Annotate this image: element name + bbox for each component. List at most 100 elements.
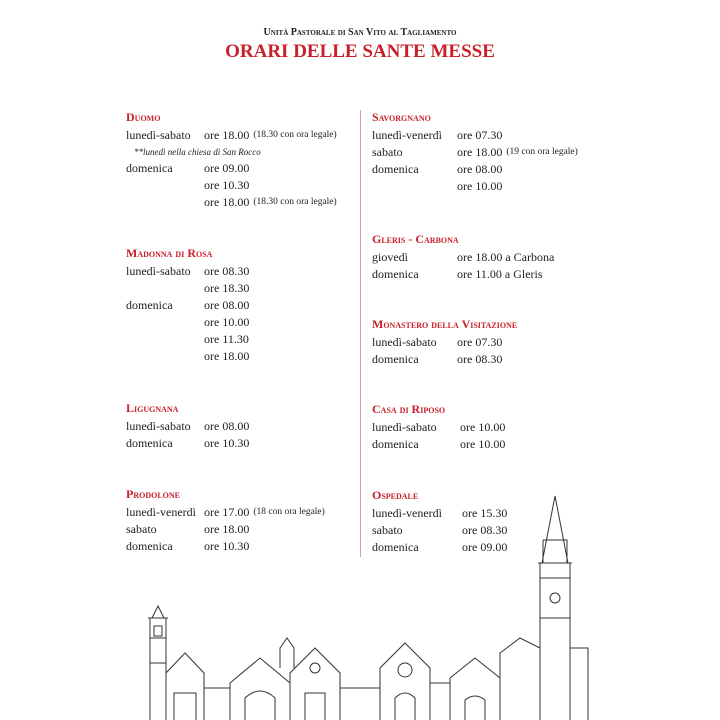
section-ligugnana: Ligugnana lunedì-sabato ore 08.00 domenica o…	[126, 401, 249, 452]
schedule-row: sabato ore 08.30	[372, 522, 507, 539]
day-label: sabato	[372, 145, 403, 159]
schedule-row: giovedì ore 18.00 a Carbona	[372, 249, 554, 266]
mass-time: ore 10.30	[204, 178, 250, 192]
section-title: Ospedale	[372, 488, 419, 502]
mass-time: ore 18.00 a Carbona	[457, 250, 555, 264]
day-label: lunedì-sabato	[126, 128, 191, 142]
day-label: domenica	[372, 352, 419, 366]
schedule-row: ore 18.00	[126, 348, 249, 365]
day-label: lunedì-sabato	[126, 419, 191, 433]
section-savorgnano: Savorgnano lunedì-venerdì ore 07.30 sabato o…	[372, 110, 578, 195]
section-title: Duomo	[126, 110, 161, 124]
schedule-row: lunedì-venerdì ore 15.30	[372, 505, 507, 522]
mass-time: ore 07.30	[457, 128, 503, 142]
time-note: (19 con ora legale)	[506, 147, 578, 157]
schedule-row: ore 18.00 (18.30 con ora legale)	[126, 194, 337, 211]
section-casa-di-riposo: Casa di Riposo lunedì-sabato ore 10.00 dome…	[372, 402, 505, 453]
day-label	[126, 194, 204, 211]
day-label: domenica	[126, 298, 173, 312]
mass-time: ore 07.30	[457, 335, 503, 349]
mass-time: ore 11.30	[204, 332, 249, 346]
mass-time: ore 10.30	[204, 436, 250, 450]
schedule-row: lunedì-venerdì ore 07.30	[372, 127, 578, 144]
parish-unit-subtitle: Unità Pastorale di San Vito al Tagliamen…	[263, 27, 457, 38]
day-label	[372, 178, 457, 195]
schedule-row: domenica ore 08.00	[126, 297, 249, 314]
schedule-row: ore 10.00	[372, 178, 578, 195]
schedule-row: ore 10.00	[126, 314, 249, 331]
time-note: (18.30 con ora legale)	[253, 197, 337, 207]
schedule-row: ore 10.30	[126, 177, 337, 194]
day-label: domenica	[126, 436, 173, 450]
section-duomo: Duomo lunedì-sabato ore 18.00 (18.30 con or…	[126, 110, 337, 211]
schedule-row: lunedì-sabato ore 10.00	[372, 419, 505, 436]
schedule-row: domenica ore 08.30	[372, 351, 517, 368]
mass-time: ore 11.00 a Gleris	[457, 267, 543, 281]
time-note: (18.30 con ora legale)	[253, 130, 337, 140]
day-label: lunedì-sabato	[372, 335, 437, 349]
day-label	[126, 280, 204, 297]
mass-time: ore 08.30	[457, 352, 503, 366]
mass-time: ore 17.00	[204, 505, 250, 519]
section-prodolone: Prodolone lunedì-venerdì ore 17.00 (18 con …	[126, 487, 325, 555]
section-title: Casa di Riposo	[372, 402, 446, 416]
page-title: ORARI DELLE SANTE MESSE	[225, 41, 495, 62]
day-label: sabato	[126, 522, 157, 536]
mass-time: ore 09.00	[204, 161, 250, 175]
day-label	[126, 331, 204, 348]
schedule-row: domenica ore 11.00 a Gleris	[372, 266, 554, 283]
day-label: lunedì-sabato	[372, 420, 437, 434]
mass-time: ore 18.30	[204, 281, 250, 295]
mass-time: ore 10.00	[460, 437, 506, 451]
schedule-row: sabato ore 18.00	[126, 521, 325, 538]
section-gleris-carbona: Gleris - Carbona giovedì ore 18.00 a Carbo…	[372, 232, 554, 283]
mass-time: ore 08.30	[462, 523, 508, 537]
day-label: domenica	[126, 539, 173, 553]
schedule-row: domenica ore 10.30	[126, 435, 249, 452]
day-label: sabato	[372, 523, 403, 537]
schedule-row: lunedì-sabato ore 18.00 (18.30 con ora leg…	[126, 127, 337, 144]
mass-time: ore 18.00	[204, 349, 250, 363]
time-note: (18 con ora legale)	[253, 507, 325, 517]
day-label: domenica	[372, 267, 419, 281]
schedule-row: domenica ore 10.00	[372, 436, 505, 453]
day-label: domenica	[372, 540, 419, 554]
schedule-row: domenica ore 10.30	[126, 538, 325, 555]
section-title: Prodolone	[126, 487, 181, 501]
section-title: Savorgnano	[372, 110, 431, 124]
mass-time: ore 09.00	[462, 540, 508, 554]
schedule-row: ore 11.30	[126, 331, 249, 348]
schedule-row: domenica ore 09.00	[126, 160, 337, 177]
section-title: Ligugnana	[126, 401, 179, 415]
mass-time: ore 08.00	[204, 298, 250, 312]
day-label	[126, 177, 204, 194]
section-title: Madonna di Rosa	[126, 246, 213, 260]
schedule-row: sabato ore 18.00 (19 con ora legale)	[372, 144, 578, 161]
column-divider	[360, 110, 361, 557]
section-madonna-di-rosa: Madonna di Rosa lunedì-sabato ore 08.30 ore…	[126, 246, 249, 365]
schedule-remark: **lunedì nella chiesa di San Rocco	[134, 147, 261, 157]
section-title: Gleris - Carbona	[372, 232, 459, 246]
day-label	[126, 348, 204, 365]
church-skyline-illustration	[148, 495, 589, 720]
mass-time: ore 18.00	[204, 522, 250, 536]
section-title: Monastero della Visitazione	[372, 317, 518, 331]
mass-time: ore 10.00	[204, 315, 250, 329]
day-label: lunedì-venerdì	[372, 128, 442, 142]
mass-time: ore 18.00	[204, 195, 250, 209]
schedule-row: lunedì-sabato ore 08.30	[126, 263, 249, 280]
section-ospedale: Ospedale lunedì-venerdì ore 15.30 sabato ore…	[372, 488, 507, 556]
day-label: domenica	[372, 162, 419, 176]
schedule-row: ore 18.30	[126, 280, 249, 297]
day-label: lunedì-venerdì	[372, 506, 442, 520]
day-label: domenica	[126, 161, 173, 175]
mass-time: ore 08.00	[457, 162, 503, 176]
schedule-row: lunedì-sabato ore 08.00	[126, 418, 249, 435]
day-label: lunedì-sabato	[126, 264, 191, 278]
mass-time: ore 18.00	[204, 128, 250, 142]
schedule-row: lunedì-venerdì ore 17.00 (18 con ora legal…	[126, 504, 325, 521]
day-label	[126, 314, 204, 331]
schedule-row: domenica ore 09.00	[372, 539, 507, 556]
mass-time: ore 18.00	[457, 145, 503, 159]
section-monastero-della-visitazione: Monastero della Visitazione lunedì-sabato…	[372, 317, 517, 368]
